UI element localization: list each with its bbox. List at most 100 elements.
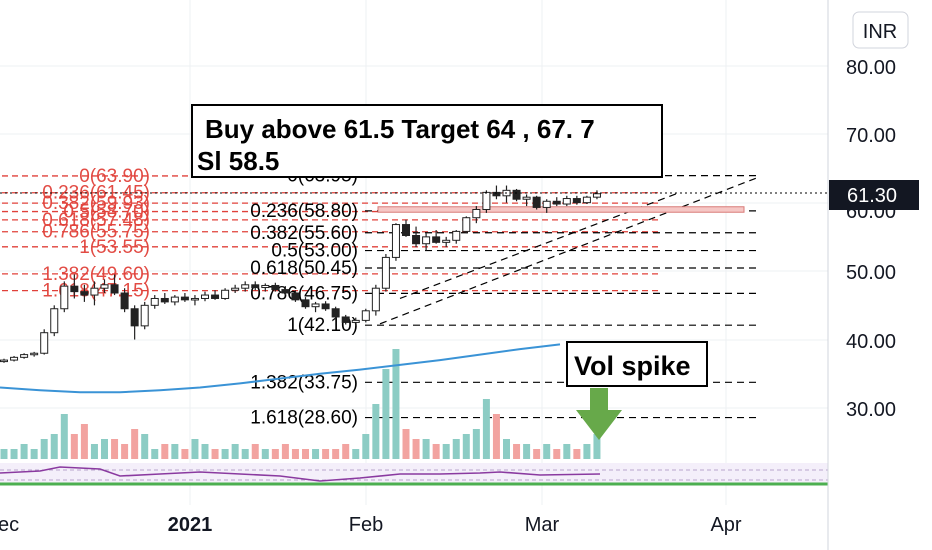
volume-bar	[40, 439, 48, 459]
candle-body	[562, 198, 571, 205]
candle-body	[70, 285, 79, 293]
volume-bar	[181, 449, 189, 459]
candle-body	[452, 230, 461, 241]
volume-bar	[241, 449, 249, 459]
candle-body	[0, 359, 8, 363]
fib-red-label: 1(53.55)	[79, 237, 150, 258]
volume-bar	[70, 434, 78, 459]
entry-zone	[377, 206, 745, 213]
volume-bar	[462, 434, 470, 459]
down-arrow-icon	[576, 388, 622, 440]
fib-red-label: 1.382(49.60)	[42, 264, 150, 285]
volume-bar	[30, 449, 38, 459]
x-tick-apr: Apr	[710, 514, 741, 536]
volume-bar	[442, 444, 450, 459]
volume-bar	[543, 444, 551, 459]
candle-body	[542, 200, 551, 208]
candle-body	[271, 284, 280, 291]
volume-bar	[291, 449, 299, 459]
currency-badge[interactable]: INR	[852, 11, 909, 49]
volume-bars	[0, 349, 601, 459]
fib-red-label: 0.5(58.70)	[63, 202, 150, 223]
volume-bar	[231, 444, 239, 459]
candle-body	[472, 208, 481, 219]
volume-bar	[60, 414, 68, 459]
volume-bar	[281, 444, 289, 459]
time-axis[interactable]: ec 2021 Feb Mar Apr	[0, 514, 742, 536]
candle-body	[391, 224, 400, 258]
candle-body	[432, 236, 441, 243]
candle-body	[301, 299, 310, 308]
volume-bar	[593, 434, 601, 459]
price-axis[interactable]: 80.00 70.00 60.00 50.00 40.00 30.00	[846, 57, 896, 421]
candle-body	[201, 294, 209, 299]
volume-bar	[50, 434, 58, 459]
fib-red-label: 0.786(55.75)	[42, 222, 150, 243]
x-tick-mar: Mar	[525, 514, 560, 536]
currency-badge-label: INR	[863, 21, 897, 43]
drawing-extras	[377, 176, 761, 325]
volume-bar	[332, 449, 340, 459]
vol-spike-annotation[interactable]: Vol spike	[566, 341, 708, 387]
volume-bar	[171, 444, 179, 459]
fibonacci-red-levels: 0(63.90)0.236(61.45)0.382(59.93)0.5(58.7…	[2, 166, 660, 302]
volume-bar	[402, 429, 410, 459]
x-tick-dec: ec	[0, 514, 19, 536]
fib-black-label: 0.236(58.80)	[250, 201, 358, 222]
candle-body	[321, 303, 330, 310]
trade-note-annotation[interactable]: Buy above 61.5 Target 64 , 67. 7 Sl 58.5	[191, 104, 663, 178]
fib-black-label: 1.618(28.60)	[250, 408, 358, 429]
fib-black-label: 1(42.10)	[287, 315, 358, 336]
candle-body	[361, 310, 370, 321]
volume-bar	[161, 444, 169, 459]
candle-body	[190, 297, 199, 301]
y-tick-30: 30.00	[846, 399, 896, 421]
candle-body	[351, 319, 360, 323]
fib-red-label: 0.618(57.48)	[42, 210, 150, 231]
candle-body	[402, 224, 410, 237]
volume-bar	[20, 444, 28, 459]
candle-body	[50, 308, 59, 334]
volume-bar	[111, 439, 119, 459]
current-price-label: 61.30	[829, 180, 919, 210]
volume-bar	[141, 434, 149, 459]
candle-body	[130, 308, 139, 327]
volume-bar	[452, 439, 460, 459]
candlesticks	[0, 185, 601, 363]
candle-body	[592, 193, 601, 198]
volume-bar	[80, 424, 88, 459]
volume-bar	[412, 439, 420, 459]
volume-bar	[533, 449, 541, 459]
fib-black-label: 0.382(55.60)	[250, 223, 358, 244]
volume-bar	[472, 429, 480, 459]
candle-body	[381, 256, 390, 289]
candle-body	[532, 196, 541, 208]
candle-body	[422, 236, 431, 245]
candle-body	[150, 297, 159, 306]
volume-bar	[563, 444, 571, 459]
candle-body	[582, 196, 591, 204]
volume-bar	[392, 349, 400, 459]
volume-bar	[322, 449, 330, 459]
candle-body	[512, 189, 521, 200]
volume-bar	[302, 449, 309, 459]
trend-line-lower	[399, 191, 681, 300]
candle-body	[90, 287, 99, 296]
vol-spike-text: Vol spike	[574, 351, 691, 381]
x-tick-2021: 2021	[168, 514, 213, 536]
y-tick-70: 70.00	[846, 125, 896, 147]
y-tick-80: 80.00	[846, 57, 896, 79]
volume-bar	[251, 444, 259, 459]
volume-bar	[362, 434, 370, 459]
volume-bar	[372, 404, 380, 459]
current-price-value: 61.30	[847, 185, 897, 207]
volume-bar	[261, 449, 269, 459]
candle-body	[291, 292, 300, 301]
volume-bar	[101, 439, 108, 459]
candle-body	[120, 292, 129, 310]
candle-body	[30, 352, 39, 356]
fib-black-label: 1.382(33.75)	[250, 372, 358, 393]
candle-body	[170, 296, 179, 303]
candle-body	[20, 354, 29, 358]
